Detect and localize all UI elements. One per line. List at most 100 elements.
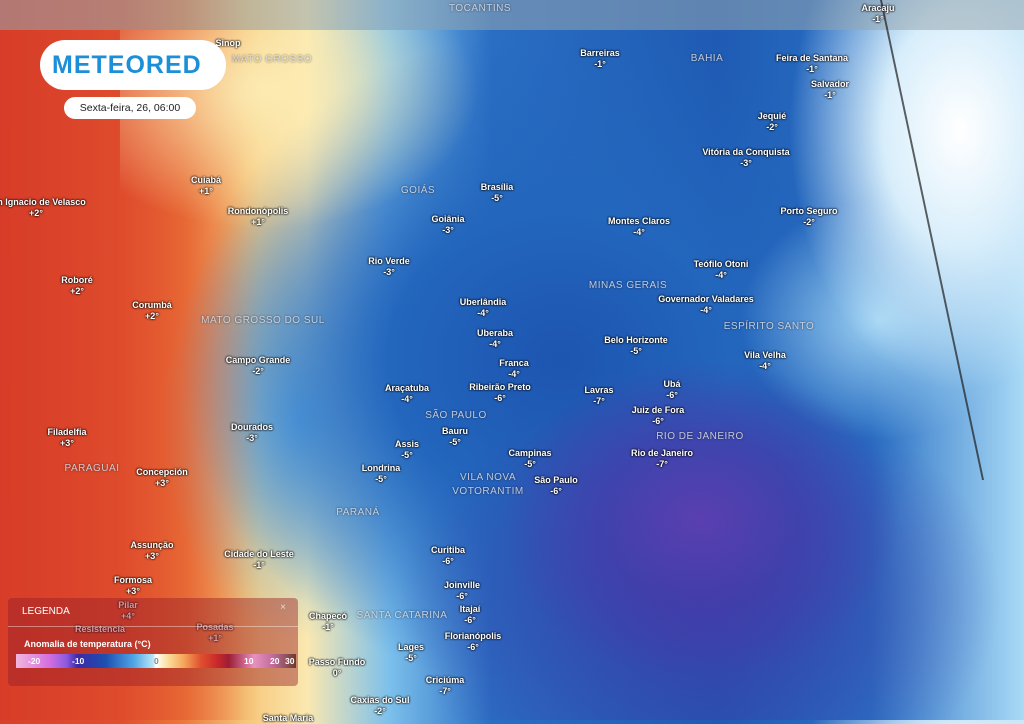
city-marker[interactable]: Vila Velha -4° <box>744 350 786 372</box>
city-anomaly-value: +4° <box>121 611 135 621</box>
city-marker[interactable]: Aracaju -1° <box>861 3 894 25</box>
city-marker[interactable]: Caxias do Sul -2° <box>350 695 409 717</box>
city-name: Resistencia <box>74 624 126 634</box>
city-marker[interactable]: Barreiras -1° <box>580 48 620 70</box>
top-overlay <box>0 0 1024 30</box>
city-anomaly-value: +1° <box>199 186 213 196</box>
close-icon[interactable]: × <box>280 602 286 613</box>
city-marker[interactable]: Salvador -1° <box>811 79 849 101</box>
divider <box>8 626 298 627</box>
city-marker[interactable]: Brasília -5° <box>481 182 514 204</box>
city-marker[interactable]: Dourados -3° <box>231 422 273 444</box>
city-marker[interactable]: Criciúma -7° <box>426 675 465 697</box>
city-name: Santa Maria <box>262 713 314 723</box>
city-marker[interactable]: Governador Valadares -4° <box>658 294 754 316</box>
city-anomaly-value: -1° <box>806 64 818 74</box>
city-name: Itajaí <box>459 604 481 614</box>
city-marker[interactable]: Pilar +4° <box>118 600 138 622</box>
city-anomaly-value: +1° <box>251 217 265 227</box>
city-name: Salvador <box>810 79 850 89</box>
city-marker[interactable]: Uberlândia -4° <box>460 297 507 319</box>
city-marker[interactable]: São Paulo -6° <box>534 475 578 497</box>
city-marker[interactable]: Florianópolis -6° <box>445 631 502 653</box>
city-anomaly-value: -6° <box>550 486 562 496</box>
region-label: GOIÁS <box>400 185 436 196</box>
city-marker[interactable]: Rondonópolis +1° <box>228 206 289 228</box>
city-anomaly-value: -7° <box>593 396 605 406</box>
city-name: Uberlândia <box>459 297 507 307</box>
city-marker[interactable]: Juiz de Fora -6° <box>632 405 685 427</box>
city-marker[interactable]: San Ignacio de Velasco+2° <box>0 197 86 219</box>
city-marker[interactable]: Ribeirão Preto -6° <box>469 382 531 404</box>
city-marker[interactable]: Teófilo Otoni -4° <box>694 259 749 281</box>
city-marker[interactable]: Corumbá +2° <box>132 300 172 322</box>
city-marker[interactable]: Jequié -2° <box>758 111 787 133</box>
city-marker[interactable]: Goiânia -3° <box>431 214 464 236</box>
city-marker[interactable]: Porto Seguro -2° <box>780 206 837 228</box>
city-anomaly-value: -6° <box>456 591 468 601</box>
city-anomaly-value: -7° <box>439 686 451 696</box>
city-marker[interactable]: Concepción +3° <box>136 467 188 489</box>
city-marker[interactable]: Roboré +2° <box>61 275 93 297</box>
city-name: Uberaba <box>476 328 514 338</box>
city-marker[interactable]: Filadelfia +3° <box>47 427 86 449</box>
city-anomaly-value: -4° <box>715 270 727 280</box>
city-anomaly-value: -5° <box>491 193 503 203</box>
city-name: Pilar <box>118 600 138 610</box>
city-anomaly-value: -6° <box>494 393 506 403</box>
city-marker[interactable]: Campinas -5° <box>508 448 551 470</box>
city-marker[interactable]: Londrina -5° <box>362 463 401 485</box>
city-marker[interactable]: Vitória da Conquista -3° <box>702 147 789 169</box>
city-marker[interactable]: Rio de Janeiro -7° <box>631 448 693 470</box>
city-marker[interactable]: Belo Horizonte -5° <box>604 335 668 357</box>
forecast-datetime[interactable]: Sexta-feira, 26, 06:00 <box>64 97 196 119</box>
city-marker[interactable]: Santa Maria <box>263 713 314 724</box>
city-anomaly-value: +1° <box>208 633 222 643</box>
city-marker[interactable]: Cidade do Leste -1° <box>224 549 294 571</box>
logo-background <box>40 40 226 90</box>
city-marker[interactable]: Bauru -5° <box>442 426 468 448</box>
city-name: Posadas <box>196 622 234 632</box>
region-label: BAHIA <box>690 53 724 64</box>
city-marker[interactable]: Assis -5° <box>395 439 419 461</box>
city-marker[interactable]: Passo Fundo 0° <box>309 657 366 679</box>
city-marker[interactable]: Lages -5° <box>398 642 424 664</box>
city-marker[interactable]: Feira de Santana -1° <box>776 53 848 75</box>
city-marker[interactable]: Montes Claros -4° <box>608 216 670 238</box>
city-marker[interactable]: Resistencia <box>75 624 125 635</box>
city-marker[interactable]: Joinville -6° <box>444 580 480 602</box>
city-marker[interactable]: Ubá -6° <box>663 379 680 401</box>
city-marker[interactable]: Formosa +3° <box>114 575 152 597</box>
city-marker[interactable]: Rio Verde -3° <box>368 256 410 278</box>
city-marker[interactable]: Araçatuba -4° <box>385 383 429 405</box>
city-name: Barreiras <box>580 48 620 58</box>
city-name: Rio Verde <box>368 256 410 266</box>
color-scale <box>16 654 296 668</box>
city-name: Feira de Santana <box>775 53 849 63</box>
city-marker[interactable]: Sinop <box>216 38 241 49</box>
city-anomaly-value: -2° <box>252 366 264 376</box>
legend-title: LEGENDA <box>22 606 70 617</box>
city-marker[interactable]: Cuiabá +1° <box>191 175 221 197</box>
city-marker[interactable]: Assunção +3° <box>130 540 173 562</box>
city-marker[interactable]: Campo Grande -2° <box>226 355 291 377</box>
city-name: Bauru <box>441 426 469 436</box>
city-name: Teófilo Otoni <box>693 259 749 269</box>
city-name: Concepción <box>136 467 188 477</box>
city-marker[interactable]: Franca -4° <box>499 358 529 380</box>
city-marker[interactable]: Lavras -7° <box>584 385 613 407</box>
city-anomaly-value: -1° <box>322 622 334 632</box>
city-anomaly-value: -6° <box>666 390 678 400</box>
city-marker[interactable]: Chapecó -1° <box>309 611 347 633</box>
city-marker[interactable]: Curitiba -6° <box>431 545 465 567</box>
city-marker[interactable]: Itajaí -6° <box>460 604 481 626</box>
city-marker[interactable]: Uberaba -4° <box>477 328 513 350</box>
city-anomaly-value: -1° <box>872 14 884 24</box>
city-name: Passo Fundo <box>308 657 366 667</box>
city-anomaly-value: -4° <box>477 308 489 318</box>
meteored-logo[interactable]: METEORED <box>52 51 202 79</box>
city-name: Juiz de Fora <box>631 405 685 415</box>
city-name: Ribeirão Preto <box>469 382 531 392</box>
city-marker[interactable]: Posadas +1° <box>196 622 233 644</box>
city-anomaly-value: -5° <box>630 346 642 356</box>
